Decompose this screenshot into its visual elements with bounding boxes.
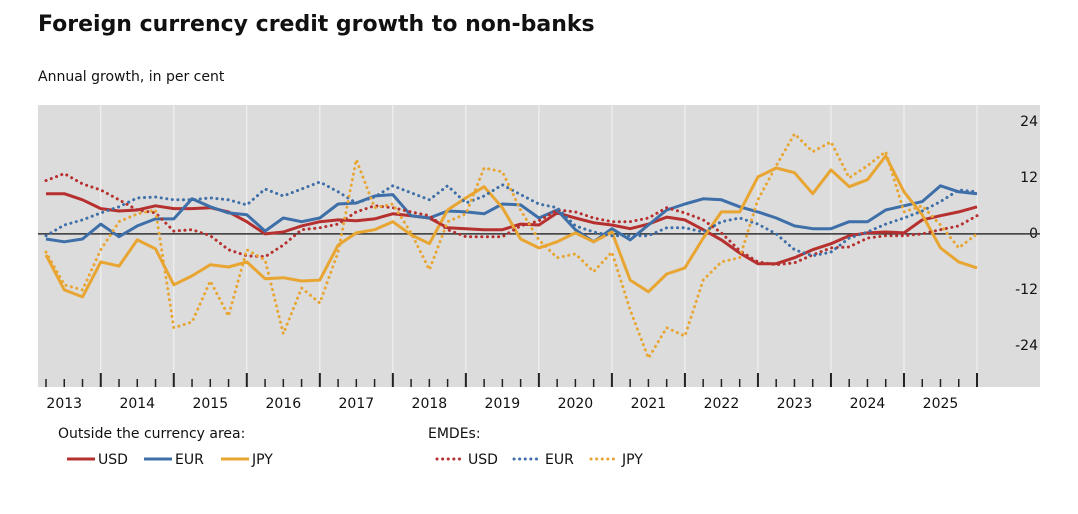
x-tick-label: 2021 [631, 396, 667, 412]
legend-label: EUR [545, 452, 574, 468]
chart-title: Foreign currency credit growth to non-ba… [38, 12, 595, 37]
series-line [45, 184, 978, 244]
x-tick-label: 2020 [558, 396, 594, 412]
legend-label: USD [98, 452, 128, 468]
series-line [44, 154, 978, 299]
series-line [46, 192, 978, 266]
x-tick-label: 2025 [923, 396, 959, 412]
x-tick-label: 2022 [704, 396, 740, 412]
series-line [44, 171, 979, 267]
x-tick-label: 2019 [485, 396, 521, 412]
x-tick-label: 2015 [192, 396, 228, 412]
y-tick-label: 12 [1020, 170, 1038, 186]
x-tick-label: 2014 [119, 396, 155, 412]
x-tick-label: 2023 [777, 396, 813, 412]
x-tick-label: 2018 [412, 396, 448, 412]
legend-label: USD [468, 452, 498, 468]
x-tick-label: 2024 [850, 396, 886, 412]
legend-title: Outside the currency area: [58, 426, 245, 442]
y-tick-label: -12 [1015, 282, 1038, 298]
legend-title: EMDEs: [428, 426, 481, 442]
legend-label: JPY [251, 452, 273, 468]
legend-label: JPY [621, 452, 643, 468]
y-tick-label: -24 [1015, 338, 1038, 354]
x-tick-label: 2016 [265, 396, 301, 412]
y-tick-label: 24 [1020, 114, 1038, 130]
legend-label: EUR [175, 452, 204, 468]
x-tick-label: 2013 [46, 396, 82, 412]
chart-subtitle: Annual growth, in per cent [38, 69, 225, 85]
x-tick-label: 2017 [339, 396, 375, 412]
